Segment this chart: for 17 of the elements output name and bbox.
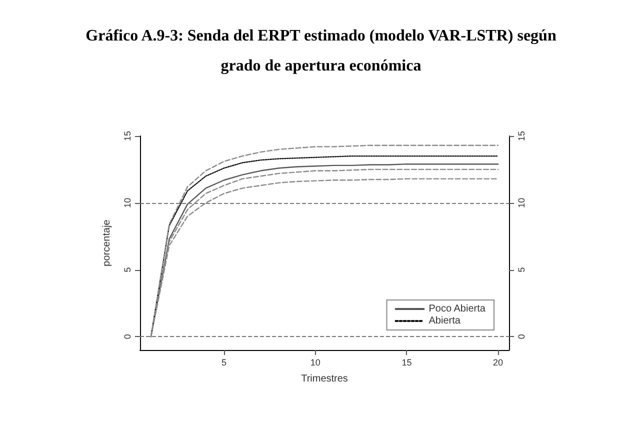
- y2-tick-label: 0: [516, 334, 526, 340]
- x-axis-title: Trimestres: [301, 374, 348, 384]
- y2-tick-label: 10: [516, 198, 526, 208]
- y-tick-label: 15: [122, 130, 132, 142]
- y2-tick-label: 15: [516, 130, 526, 142]
- y-tick-label: 0: [122, 334, 132, 340]
- legend-label: Poco Abierta: [428, 304, 486, 314]
- x-tick-label: 5: [222, 358, 227, 368]
- y-tick-label: 5: [122, 267, 132, 272]
- x-tick-label: 20: [493, 358, 504, 368]
- legend-label: Abierta: [428, 316, 461, 326]
- x-tick-label: 15: [402, 358, 412, 368]
- y-axis-title: porcentaje: [102, 219, 112, 266]
- x-tick-label: 10: [310, 358, 320, 368]
- y2-tick-label: 5: [516, 267, 526, 272]
- y-tick-label: 10: [122, 198, 132, 208]
- chart-title: Gráfico A.9-3: Senda del ERPT estimado (modelo VAR-LSTR) según grado de apertura económica: [86, 28, 556, 74]
